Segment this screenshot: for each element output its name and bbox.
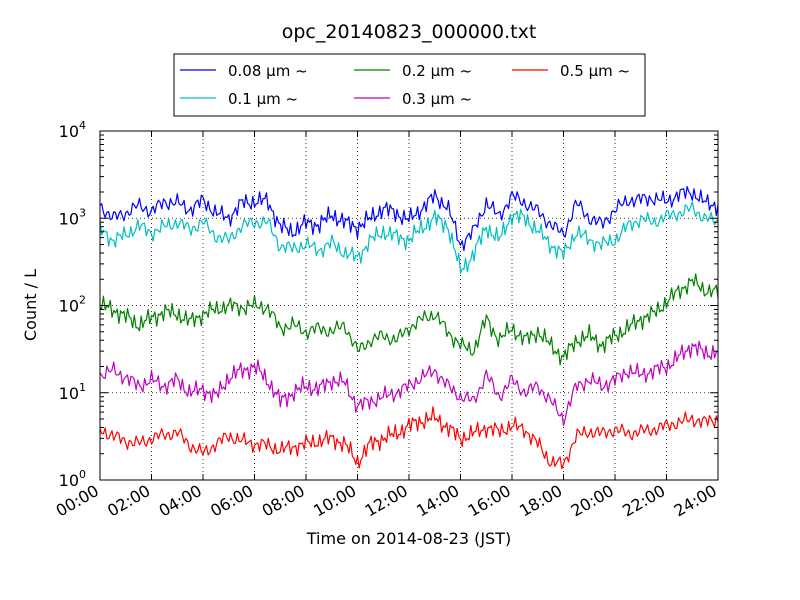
legend-label: 0.3 μm ~ [402,90,472,108]
y-tick-base: 10 [59,297,79,316]
y-tick-exponent: 3 [79,206,86,219]
x-axis-label: Time on 2014-08-23 (JST) [306,529,511,548]
y-tick-base: 10 [59,471,79,490]
y-tick-exponent: 1 [79,381,86,394]
y-tick-label: 102 [59,294,86,316]
legend-box [173,53,646,117]
series-line [99,273,719,366]
y-tick-label: 100 [59,468,86,490]
y-tick-base: 10 [59,122,79,141]
legend-label: 0.5 μm ~ [560,62,630,80]
series-line [99,201,719,275]
legend: 0.08 μm ~ 0.1 μm ~ 0.2 μm ~ 0.3 μm ~ 0.5 μm … [173,53,646,117]
legend-label: 0.2 μm ~ [402,62,472,80]
series-line [99,186,719,252]
y-tick-label: 103 [59,206,86,228]
series-line [99,406,719,470]
y-tick-label: 101 [59,381,86,403]
y-tick-exponent: 4 [79,119,86,132]
legend-label: 0.1 μm ~ [228,90,298,108]
y-tick-base: 10 [59,209,79,228]
y-tick-exponent: 2 [79,294,86,307]
series-group [99,186,719,470]
chart-title: opc_20140823_000000.txt [282,21,537,43]
series-line [99,340,719,427]
y-tick-exponent: 0 [79,468,86,481]
y-tick-label: 104 [59,119,86,141]
legend-label: 0.08 μm ~ [228,62,308,80]
y-tick-base: 10 [59,384,79,403]
ticks [99,130,719,481]
y-axis-label: Count / L [21,269,40,341]
